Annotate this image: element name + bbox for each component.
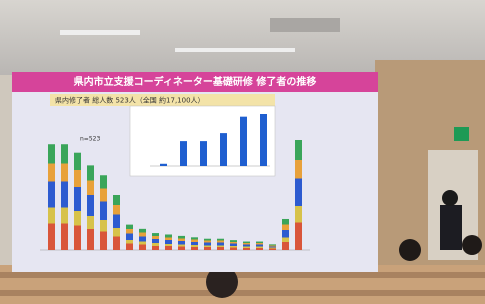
presenter bbox=[440, 205, 462, 250]
ceiling-light bbox=[60, 30, 140, 35]
stacked-bar bbox=[74, 153, 81, 250]
inset-bar bbox=[180, 141, 187, 166]
stacked-bar bbox=[139, 229, 146, 250]
inset-bar bbox=[160, 164, 167, 166]
stacked-bar bbox=[295, 140, 302, 250]
audience-head bbox=[399, 239, 421, 261]
stacked-bar bbox=[165, 234, 172, 250]
inset-bar bbox=[220, 133, 227, 166]
summary: 県内修了者 総人数 523人（全国 約17,100人） bbox=[55, 96, 205, 105]
stacked-bar bbox=[178, 236, 185, 250]
stacked-bar bbox=[243, 242, 250, 250]
audience-head bbox=[462, 235, 482, 255]
seat-row bbox=[0, 290, 485, 296]
stacked-bar bbox=[191, 237, 198, 250]
seat-row bbox=[0, 272, 485, 278]
ceiling-light bbox=[175, 48, 295, 52]
stacked-bar bbox=[269, 244, 276, 250]
stacked-bar bbox=[87, 165, 94, 250]
n-label: n=523 bbox=[80, 136, 100, 143]
stacked-bar bbox=[61, 144, 68, 250]
presenter-head bbox=[442, 190, 458, 206]
stacked-bar bbox=[126, 225, 133, 250]
legend-strip bbox=[100, 262, 280, 268]
inset-bar bbox=[260, 114, 267, 166]
stacked-bar bbox=[152, 233, 159, 250]
ceiling-vent bbox=[270, 18, 340, 32]
stacked-bar bbox=[48, 144, 55, 250]
stacked-bar bbox=[217, 239, 224, 250]
inset-bar bbox=[200, 141, 207, 166]
stacked-bar bbox=[230, 240, 237, 250]
slide-title: 県内市立支援コーディネーター基礎研修 修了者の推移 bbox=[74, 75, 317, 88]
page: {"slide": { "title": "県内市立支援コーディネーター基礎研修… bbox=[0, 0, 485, 304]
stacked-bar bbox=[282, 219, 289, 250]
stacked-bar bbox=[100, 175, 107, 250]
stacked-bar bbox=[256, 242, 263, 250]
stacked-bar bbox=[113, 195, 120, 250]
inset-bar bbox=[240, 117, 247, 166]
exit-sign bbox=[454, 127, 469, 141]
stacked-bar bbox=[204, 239, 211, 250]
scene: 県内市立支援コーディネーター基礎研修 修了者の推移 県内修了者 総人数 523人… bbox=[0, 0, 485, 304]
